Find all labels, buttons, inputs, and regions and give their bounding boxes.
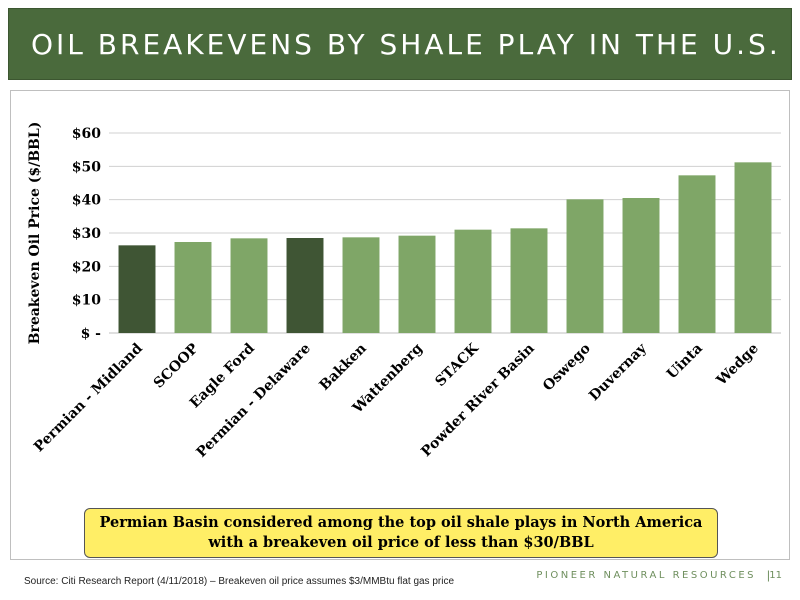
- y-tick-label: $40: [72, 193, 101, 209]
- bar-wattenberg: [398, 235, 436, 333]
- chart-frame: $ - $10 $20 $30 $40 $50 $60 Breakeven Oil Price…: [10, 90, 790, 560]
- bar-chart: $ - $10 $20 $30 $40 $50 $60 Breakeven Oil Price…: [27, 122, 781, 461]
- x-tick-label: Oswego: [540, 341, 594, 395]
- footer-separator: |: [766, 568, 770, 582]
- y-tick-label: $30: [72, 226, 101, 242]
- bar-wedge: [734, 162, 772, 333]
- bar-permian-midland: [118, 245, 156, 333]
- callout-box: Permian Basin considered among the top o…: [84, 508, 718, 558]
- x-tick-label: SCOOP: [151, 340, 202, 391]
- x-tick-label: Duvernay: [586, 340, 650, 404]
- bar-eagle-ford: [230, 238, 268, 333]
- x-tick-label: Powder River Basin: [418, 341, 538, 461]
- x-tick-label: Wedge: [713, 340, 762, 389]
- callout-line-1: Permian Basin considered among the top o…: [99, 514, 703, 531]
- bar-bakken: [342, 237, 380, 333]
- bar-powder-river-basin: [510, 228, 548, 333]
- page-number: 11: [769, 570, 782, 581]
- x-tick-label: Permian - Midland: [31, 340, 146, 455]
- y-axis-title: Breakeven Oil Price ($/BBL): [27, 122, 43, 345]
- page-title: OIL BREAKEVENS BY SHALE PLAY IN THE U.S.: [31, 27, 781, 61]
- x-tick-label: STACK: [432, 340, 482, 390]
- y-tick-label: $ -: [81, 326, 102, 342]
- y-tick-label: $50: [72, 159, 101, 175]
- title-bar: OIL BREAKEVENS BY SHALE PLAY IN THE U.S.: [8, 8, 792, 80]
- bar-permian-delaware: [286, 238, 324, 333]
- y-tick-label: $60: [72, 126, 101, 142]
- bar-scoop: [174, 242, 212, 333]
- source-note: Source: Citi Research Report (4/11/2018)…: [24, 576, 455, 587]
- x-tick-label: Permian - Delaware: [193, 340, 313, 460]
- bar-oswego: [566, 199, 604, 333]
- y-tick-label: $10: [72, 293, 101, 309]
- company-name: PIONEER NATURAL RESOURCES: [536, 570, 756, 581]
- x-tick-label: Bakken: [317, 341, 370, 394]
- callout-line-2: with a breakeven oil price of less than …: [208, 534, 594, 551]
- bar-uinta: [678, 175, 716, 333]
- bar-duvernay: [622, 198, 660, 333]
- bar-stack: [454, 229, 492, 333]
- x-tick-label: Uinta: [664, 341, 706, 383]
- y-tick-label: $20: [72, 259, 101, 275]
